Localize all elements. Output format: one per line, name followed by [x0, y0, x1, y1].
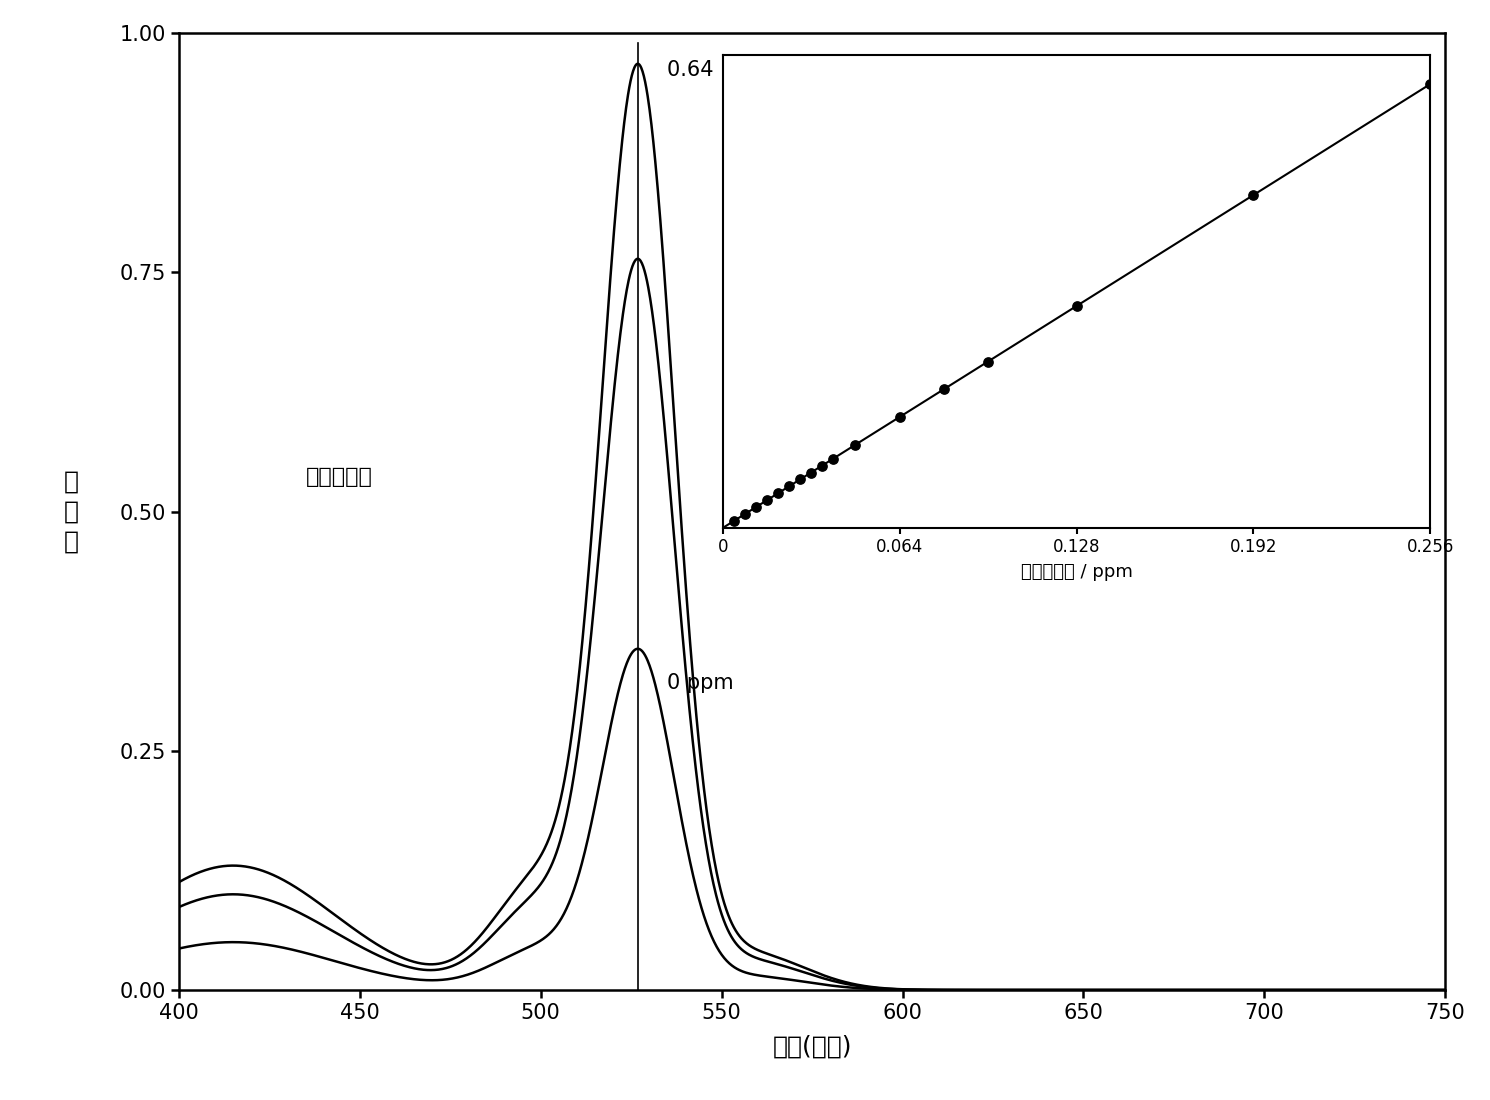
Point — [888, 408, 912, 426]
Point — [1418, 75, 1442, 92]
Point — [1241, 186, 1265, 204]
Text: 吸
光
度: 吸 光 度 — [64, 470, 79, 553]
Point — [976, 353, 1000, 371]
Text: 0 ppm: 0 ppm — [668, 672, 735, 693]
Point — [788, 471, 812, 488]
Point — [755, 492, 779, 509]
Text: 0.64 ppm: 0.64 ppm — [668, 60, 767, 80]
X-axis label: 铜离子浓度 / ppm: 铜离子浓度 / ppm — [1021, 563, 1132, 582]
Point — [733, 505, 757, 522]
Point — [721, 513, 745, 530]
Point — [811, 456, 834, 474]
Point — [744, 498, 767, 516]
Point — [778, 477, 802, 495]
Point — [766, 484, 790, 502]
Text: 铜离子浓度: 铜离子浓度 — [305, 466, 372, 487]
Point — [799, 464, 822, 482]
Point — [843, 436, 867, 453]
Point — [1064, 297, 1088, 315]
Point — [931, 381, 955, 398]
Point — [821, 450, 845, 468]
X-axis label: 波长(纳米): 波长(纳米) — [772, 1034, 852, 1058]
